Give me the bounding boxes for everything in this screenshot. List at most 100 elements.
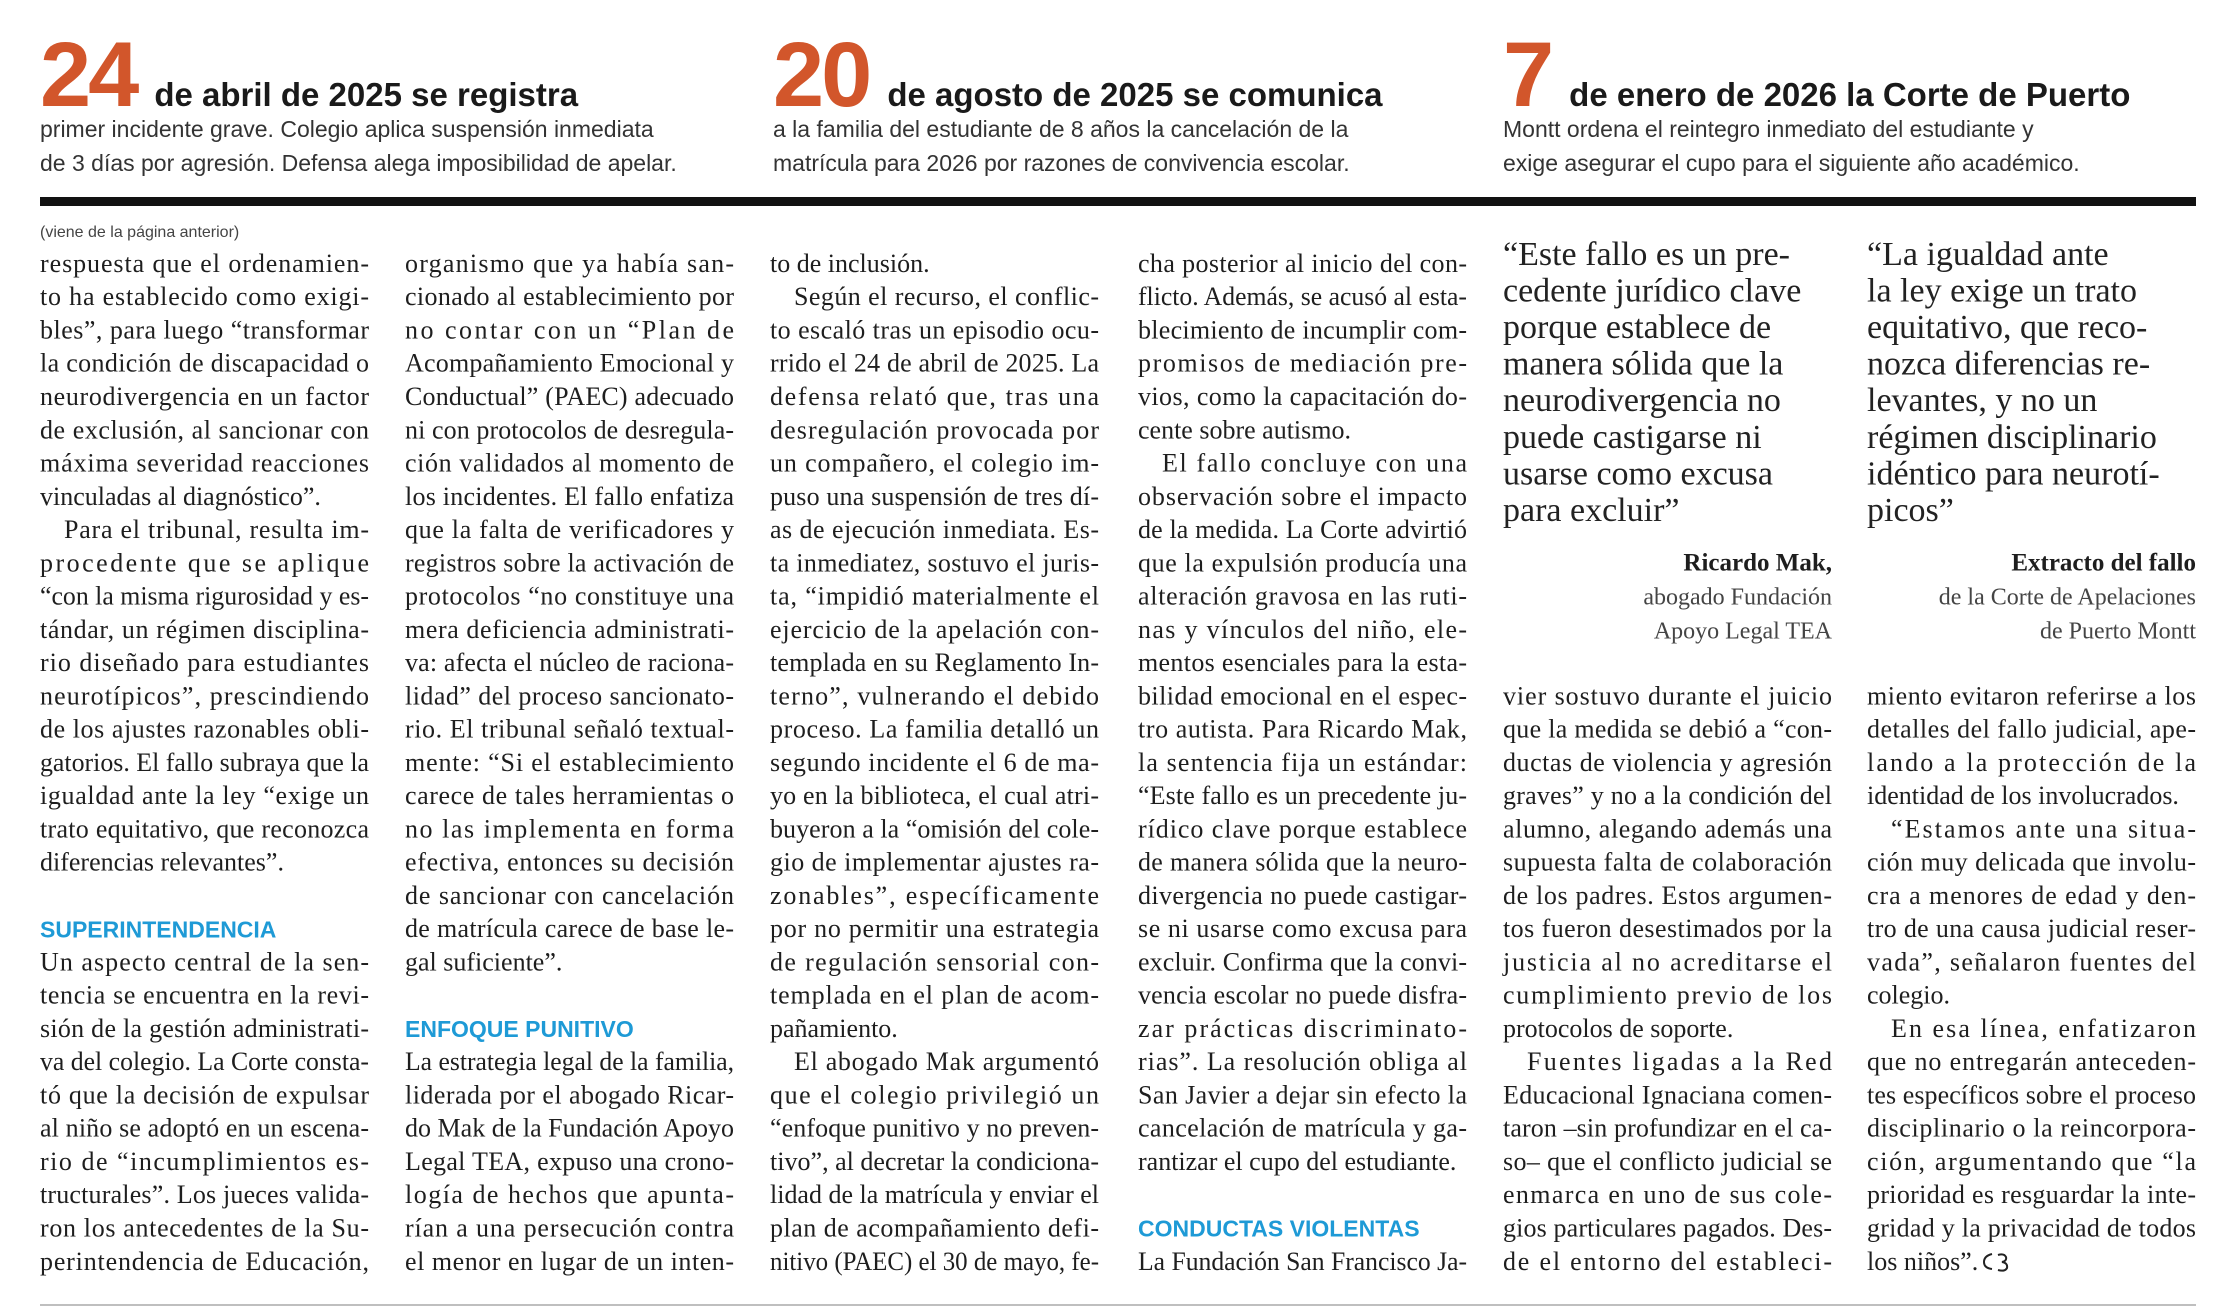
body-line: yo en la biblioteca, el cual atri- xyxy=(770,781,1099,810)
pull-quote-line: la ley exige un trato xyxy=(1867,272,2137,309)
continuation-note: (viene de la página anterior) xyxy=(40,224,239,241)
body-line: efectiva, entonces su decisión xyxy=(405,848,734,877)
section-heading: CONDUCTAS VIOLENTAS xyxy=(1138,1216,1420,1242)
body-line: Educacional Ignaciana comen- xyxy=(1503,1080,1832,1109)
body-line: que no entregarán anteceden- xyxy=(1867,1047,2196,1076)
end-mark xyxy=(1982,1253,2009,1272)
body-line: se ni usarse como excusa para xyxy=(1138,914,1467,943)
section-heading: ENFOQUE PUNITIVO xyxy=(405,1016,634,1042)
body-line: buyeron a la “omisión del cole- xyxy=(770,814,1099,843)
body-line: rídico clave porque establece xyxy=(1138,814,1467,843)
body-line: as de ejecución inmediata. Es- xyxy=(770,515,1099,544)
body-line: “con la misma rigurosidad y es- xyxy=(40,582,369,611)
body-line: liderada por el abogado Ricar- xyxy=(405,1080,734,1109)
pull-quote-line: equitativo, que reco- xyxy=(1867,309,2147,346)
body-line: ta, “impidió materialmente el xyxy=(770,582,1099,611)
pull-quote-line: para excluir” xyxy=(1503,492,1680,529)
body-line: de exclusión, al sancionar con xyxy=(40,415,369,444)
quote-attribution-name: Extracto del fallo xyxy=(2011,550,2196,577)
body-line: cha posterior al inicio del con- xyxy=(1138,249,1467,278)
body-line: to escaló tras un episodio ocu- xyxy=(770,315,1099,344)
pull-quote-line: idéntico para neurotí- xyxy=(1867,455,2160,492)
body-line: to ha establecido como exigi- xyxy=(40,282,369,311)
body-line: flicto. Además, se acusó al esta- xyxy=(1138,282,1467,311)
body-line: trato equitativo, que reconozca xyxy=(40,814,369,843)
body-line: rio. El tribunal señaló textual- xyxy=(405,715,734,744)
body-line: de el entorno del estableci- xyxy=(1503,1247,1832,1276)
header-rule xyxy=(40,197,2196,206)
body-line: defensa relató que, tras una xyxy=(770,382,1099,411)
pull-quote-line: régimen disciplinario xyxy=(1867,419,2157,456)
body-line: cente sobre autismo. xyxy=(1138,415,1351,444)
body-line: los incidentes. El fallo enfatiza xyxy=(405,482,734,511)
timeline-number: 20 xyxy=(773,24,869,126)
body-line: vios, como la capacitación do- xyxy=(1138,382,1467,411)
body-line: rio diseñado para estudiantes xyxy=(40,648,369,677)
quote-attribution-name: Ricardo Mak, xyxy=(1683,550,1832,577)
pull-quote-line: usarse como excusa xyxy=(1503,455,1773,492)
body-line: terno”, vulnerando el debido xyxy=(770,681,1099,710)
body-line: La Fundación San Francisco Ja- xyxy=(1138,1247,1467,1276)
body-line: observación sobre el impacto xyxy=(1138,482,1467,511)
body-line: Conductual” (PAEC) adecuado xyxy=(405,382,734,411)
body-line: La estrategia legal de la familia, xyxy=(405,1047,734,1076)
body-line: lando a la protección de la xyxy=(1867,748,2196,777)
body-line: alumno, alegando además una xyxy=(1503,814,1832,843)
body-line: no las implementa en forma xyxy=(405,814,734,843)
quote-attribution-role: Apoyo Legal TEA xyxy=(1654,619,1833,645)
timeline-text: a la familia del estudiante de 8 años la… xyxy=(773,116,1349,142)
body-line: promisos de mediación pre- xyxy=(1138,349,1467,378)
body-line: disciplinario o la reincorpora- xyxy=(1867,1114,2196,1143)
body-line: logía de hechos que apunta- xyxy=(405,1180,734,1209)
body-line: al niño se adoptó en un escena- xyxy=(40,1114,369,1143)
body-line: gios particulares pagados. Des- xyxy=(1503,1214,1832,1243)
body-line: pañamiento. xyxy=(770,1014,898,1043)
body-line: zonables”, específicamente xyxy=(770,881,1099,910)
body-line: vier sostuvo durante el juicio xyxy=(1503,681,1832,710)
body-line: de manera sólida que la neuro- xyxy=(1138,848,1467,877)
body-line: ductas de violencia y agresión xyxy=(1503,748,1832,777)
body-line: templada en el plan de acom- xyxy=(770,981,1099,1010)
pull-quote-line: nozca diferencias re- xyxy=(1867,346,2150,383)
body-line: prioridad es resguardar la inte- xyxy=(1867,1180,2196,1209)
body-line: Legal TEA, expuso una crono- xyxy=(405,1147,734,1176)
body-line: de la medida. La Corte advirtió xyxy=(1138,515,1467,544)
timeline-headline: de enero de 2026 la Corte de Puerto xyxy=(1569,76,2130,113)
body-line: puso una suspensión de tres dí- xyxy=(770,482,1099,511)
body-line: rias”. La resolución obliga al xyxy=(1138,1047,1467,1076)
body-line: ta inmediatez, sostuvo el juris- xyxy=(770,548,1099,577)
body-line: va: afecta el núcleo de raciona- xyxy=(405,648,734,677)
body-line: “Este fallo es un precedente ju- xyxy=(1138,781,1467,810)
body-line: un compañero, el colegio im- xyxy=(770,449,1099,478)
body-line: tencia se encuentra en la revi- xyxy=(40,981,369,1010)
body-line: supuesta falta de colaboración xyxy=(1503,848,1832,877)
body-line: justicia al no acreditarse el xyxy=(1502,947,1832,976)
pull-quote-line: cedente jurídico clave xyxy=(1503,272,1801,309)
body-line: colegio. xyxy=(1867,981,1950,1010)
body-line: vada”, señalaron fuentes del xyxy=(1867,947,2196,976)
body-line: cionado al establecimiento por xyxy=(405,282,734,311)
body-line: la sentencia fija un estándar: xyxy=(1138,748,1467,777)
pull-quote-line: manera sólida que la xyxy=(1503,346,1783,383)
body-line: cra a menores de edad y den- xyxy=(1867,881,2196,910)
body-line: tándar, un régimen disciplina- xyxy=(40,615,369,644)
body-line: identidad de los involucrados. xyxy=(1867,781,2179,810)
body-line: ción muy delicada que involu- xyxy=(1867,848,2196,877)
body-line: Un aspecto central de la sen- xyxy=(40,947,369,976)
body-line: que el colegio privilegió un xyxy=(770,1080,1099,1109)
body-line: tos fueron desestimados por la xyxy=(1503,914,1832,943)
body-line: nitivo (PAEC) el 30 de mayo, fe- xyxy=(770,1247,1099,1276)
body-line: de matrícula carece de base le- xyxy=(405,914,734,943)
body-line: nas y vínculos del niño, ele- xyxy=(1138,615,1467,644)
body-line: tó que la decisión de expulsar xyxy=(40,1080,369,1109)
body-line: En esa línea, enfatizaron xyxy=(1891,1014,2196,1043)
body-line: mente: “Si el establecimiento xyxy=(405,748,734,777)
body-line: proceso. La familia detalló un xyxy=(770,715,1099,744)
body-line: Según el recurso, el conflic- xyxy=(794,282,1099,311)
quote-attribution-role: de la Corte de Apelaciones xyxy=(1939,585,2196,611)
body-line: respuesta que el ordenamien- xyxy=(40,249,369,278)
body-line: El abogado Mak argumentó xyxy=(794,1047,1099,1076)
body-line: ejercicio de la apelación con- xyxy=(770,615,1099,644)
body-line: San Javier a dejar sin efecto la xyxy=(1138,1080,1467,1109)
pull-quote-line: “La igualdad ante xyxy=(1867,236,2109,273)
